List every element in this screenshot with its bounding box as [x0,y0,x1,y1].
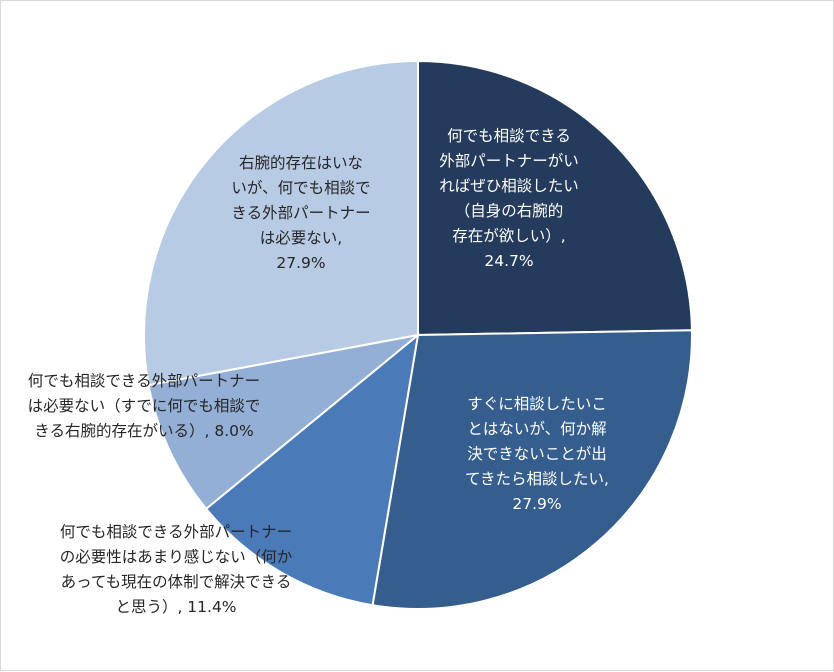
slice-label-3: 何でも相談できる外部パートナーの必要性はあまり感じない（何かあっても現在の体制で… [60,523,293,616]
slice-label-2-line-5: 27.9% [512,495,561,513]
pie-slice-4 [147,334,419,511]
slice-label-3-line-2: の必要性はあまり感じない（何か [60,548,293,566]
slice-label-1-line-1: 何でも相談できる [447,127,571,145]
slice-label-2-line-3: 決できないことが出 [467,445,607,463]
slice-label-4: 何でも相談できる外部パートナーは必要ない（すでに何でも相談できる右腕的存在がいる… [28,372,261,440]
slice-label-5: 右腕的存在はいないが、何でも相談できる外部パートナーは必要ない, 27.9% [231,154,370,272]
slice-label-1-line-2: 外部パートナーがい [439,152,579,170]
slice-label-3-line-4: と思う）, 11.4% [115,598,236,616]
slice-label-1-line-3: ればぜひ相談したい [439,177,579,195]
slice-label-4-line-2: は必要ない（すでに何でも相談で [28,397,261,415]
pie-slice-1 [417,59,693,337]
slice-label-5-line-1: 右腕的存在はいな [239,154,363,172]
slice-label-3-line-1: 何でも相談できる外部パートナー [60,523,292,541]
pie-slice-2 [371,329,693,610]
pie-slices [143,59,693,610]
slice-label-3-line-3: あっても現在の体制で解決できる [61,573,292,591]
slice-label-1-line-5: 存在が欲しい）, [452,227,565,245]
slice-label-5-line-5: 27.9% [276,254,325,272]
slice-label-1-line-6: 24.7% [484,252,533,270]
slice-label-2-line-1: すぐに相談したいこ [467,395,607,413]
slice-label-4-line-1: 何でも相談できる外部パートナー [28,372,260,390]
slice-label-2-line-2: とはないが、何か解 [467,420,606,438]
pie-slice-5 [143,59,419,387]
slice-label-1: 何でも相談できる外部パートナーがいればぜひ相談したい （自身の右腕的存在が欲しい）… [439,127,579,270]
pie-labels: 何でも相談できる外部パートナーがいればぜひ相談したい （自身の右腕的存在が欲しい）… [28,127,609,616]
slice-label-5-line-4: は必要ない, [260,229,342,247]
slice-label-5-line-2: いが、何でも相談で [231,179,370,197]
slice-label-4-line-3: きる右腕的存在がいる）, 8.0% [34,422,253,440]
slice-label-5-line-3: きる外部パートナー [231,204,370,222]
pie-slice-3 [204,332,420,607]
slice-label-1-line-4: （自身の右腕的 [455,202,564,220]
slice-label-2: すぐに相談したいことはないが、何か解決できないことが出てきたら相談したい, 27.… [465,395,609,513]
slice-label-2-line-4: てきたら相談したい, [465,470,609,488]
